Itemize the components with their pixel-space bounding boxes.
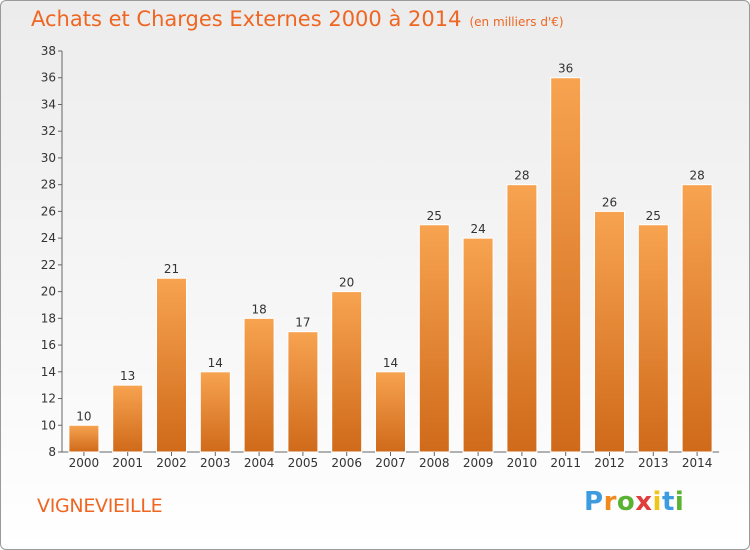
plot-area: 8 10 12 14 16 18 20 22 24 26 28 30 32 34 36 38 10 2000 13 2… bbox=[41, 44, 719, 470]
y-tick-label: 30 bbox=[41, 151, 56, 165]
bar bbox=[462, 237, 494, 453]
y-tick-label: 38 bbox=[41, 44, 56, 58]
bar bbox=[243, 317, 275, 453]
bar bbox=[506, 184, 538, 453]
y-tick-label: 28 bbox=[41, 178, 56, 192]
x-tick-label: 2011 bbox=[550, 456, 581, 470]
bar-value-label: 13 bbox=[120, 369, 135, 383]
logo-letter: P bbox=[584, 487, 604, 517]
bar-value-label: 10 bbox=[76, 409, 91, 423]
logo-letter: i bbox=[652, 487, 662, 517]
bar bbox=[418, 224, 450, 453]
y-tick-label: 10 bbox=[41, 418, 56, 432]
x-tick-label: 2010 bbox=[507, 456, 538, 470]
bar-value-label: 25 bbox=[646, 209, 661, 223]
x-tick-label: 2013 bbox=[638, 456, 669, 470]
bar bbox=[637, 224, 669, 453]
proxiti-logo: Proxiti bbox=[584, 487, 684, 517]
bar-value-label: 28 bbox=[514, 169, 529, 183]
bar-value-label: 25 bbox=[427, 209, 442, 223]
x-tick-label: 2009 bbox=[463, 456, 494, 470]
x-tick-label: 2000 bbox=[69, 456, 100, 470]
x-tick-label: 2008 bbox=[419, 456, 450, 470]
bar bbox=[550, 77, 582, 453]
y-tick-label: 18 bbox=[41, 311, 56, 325]
logo-letter: o bbox=[616, 487, 636, 517]
bar-value-label: 14 bbox=[383, 356, 398, 370]
x-tick-label: 2003 bbox=[200, 456, 231, 470]
x-tick-label: 2007 bbox=[375, 456, 406, 470]
x-tick-label: 2005 bbox=[288, 456, 319, 470]
bar bbox=[331, 291, 363, 453]
bar bbox=[199, 371, 231, 453]
bar-value-label: 18 bbox=[251, 302, 266, 316]
y-tick-label: 14 bbox=[41, 365, 56, 379]
y-tick-label: 20 bbox=[41, 285, 56, 299]
bar bbox=[681, 184, 713, 453]
x-tick-label: 2014 bbox=[682, 456, 713, 470]
logo-letter: x bbox=[635, 487, 653, 517]
bar-value-label: 24 bbox=[470, 222, 485, 236]
bar bbox=[68, 424, 100, 453]
logo-letter: i bbox=[674, 487, 685, 517]
logo-letter: t bbox=[661, 487, 675, 517]
bar-value-label: 36 bbox=[558, 62, 573, 76]
commune-name: VIGNEVIEILLE bbox=[37, 495, 163, 517]
bar bbox=[594, 210, 625, 453]
bar-value-label: 28 bbox=[689, 169, 704, 183]
bar-value-label: 20 bbox=[339, 276, 354, 290]
bar-value-label: 17 bbox=[295, 316, 310, 330]
x-tick-label: 2002 bbox=[156, 456, 187, 470]
x-tick-label: 2004 bbox=[244, 456, 275, 470]
y-tick-label: 22 bbox=[41, 258, 56, 272]
y-tick-label: 16 bbox=[41, 338, 56, 352]
y-tick-label: 8 bbox=[48, 445, 56, 459]
bar bbox=[375, 371, 406, 453]
bar bbox=[156, 277, 187, 453]
title-text: Achats et Charges Externes 2000 à 2014 bbox=[31, 7, 462, 31]
y-tick-label: 24 bbox=[41, 231, 56, 245]
chart-title: Achats et Charges Externes 2000 à 2014 (e… bbox=[31, 7, 564, 31]
y-tick-label: 34 bbox=[41, 97, 56, 111]
bar bbox=[287, 331, 319, 453]
bar-value-label: 21 bbox=[164, 262, 179, 276]
x-tick-label: 2006 bbox=[331, 456, 362, 470]
bar-value-label: 26 bbox=[602, 195, 617, 209]
y-tick-label: 32 bbox=[41, 124, 56, 138]
y-tick-label: 12 bbox=[41, 392, 56, 406]
y-tick-label: 26 bbox=[41, 204, 56, 218]
x-tick-label: 2012 bbox=[594, 456, 625, 470]
bar-value-label: 14 bbox=[208, 356, 223, 370]
logo-letter: r bbox=[603, 487, 617, 517]
bar bbox=[112, 384, 144, 453]
y-tick-label: 36 bbox=[41, 71, 56, 85]
x-tick-label: 2001 bbox=[112, 456, 143, 470]
chart-subtitle: (en milliers d'€) bbox=[469, 15, 564, 29]
